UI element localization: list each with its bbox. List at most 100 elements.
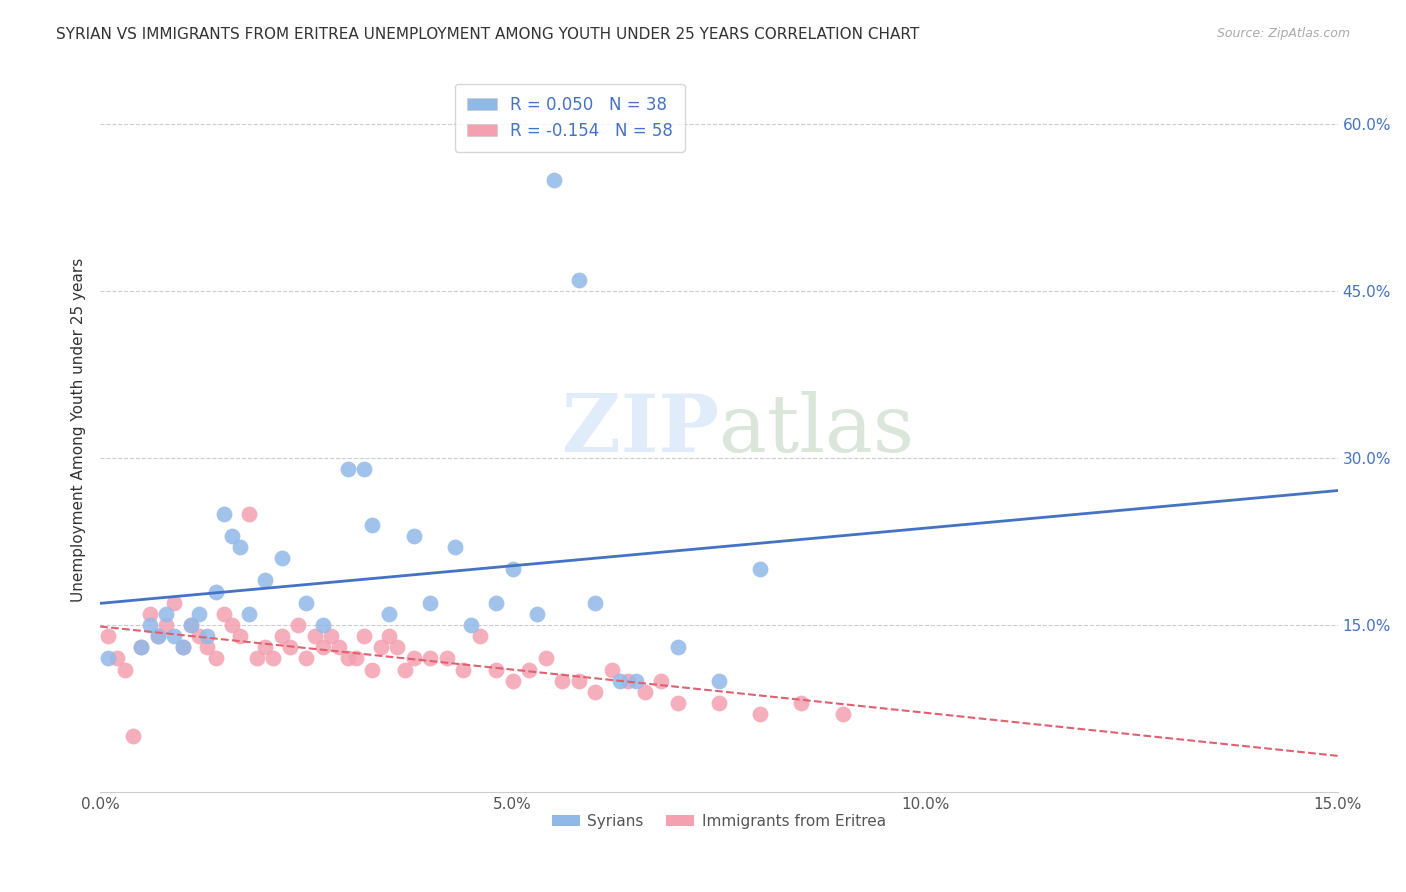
Point (262, 651, 284, 665)
Point (295, 651, 318, 665)
Point (212, 507, 235, 521)
Point (212, 607, 235, 621)
Point (122, 729, 145, 743)
Point (254, 574, 277, 588)
Point (526, 607, 548, 621)
Point (336, 462, 359, 476)
Point (138, 607, 160, 621)
Point (204, 651, 226, 665)
Point (436, 651, 458, 665)
Point (204, 584, 226, 599)
Point (138, 618, 160, 632)
Point (172, 640, 194, 655)
Point (146, 629, 169, 643)
Point (155, 607, 177, 621)
Point (353, 462, 375, 476)
Y-axis label: Unemployment Among Youth under 25 years: Unemployment Among Youth under 25 years (72, 258, 86, 602)
Point (295, 596, 318, 610)
Point (419, 651, 441, 665)
Point (304, 629, 326, 643)
Point (583, 685, 606, 699)
Point (460, 618, 482, 632)
Point (370, 640, 392, 655)
Point (502, 562, 524, 576)
Point (468, 629, 491, 643)
Point (543, 173, 565, 187)
Point (485, 596, 508, 610)
Point (287, 618, 309, 632)
Text: ZIP: ZIP (562, 392, 718, 469)
Point (180, 618, 202, 632)
Point (163, 596, 186, 610)
Point (444, 540, 467, 554)
Point (221, 529, 243, 543)
Point (790, 696, 813, 710)
Text: SYRIAN VS IMMIGRANTS FROM ERITREA UNEMPLOYMENT AMONG YOUTH UNDER 25 YEARS CORREL: SYRIAN VS IMMIGRANTS FROM ERITREA UNEMPL… (56, 27, 920, 42)
Point (270, 551, 292, 566)
Point (278, 640, 301, 655)
Point (402, 651, 425, 665)
Point (666, 696, 689, 710)
Point (353, 629, 375, 643)
Point (131, 640, 153, 655)
Point (385, 640, 408, 655)
Point (163, 629, 186, 643)
Point (97, 651, 120, 665)
Point (344, 651, 367, 665)
Point (633, 685, 655, 699)
Point (831, 707, 853, 722)
Point (229, 540, 252, 554)
Point (361, 663, 384, 677)
Point (195, 629, 218, 643)
Text: atlas: atlas (718, 392, 914, 469)
Point (172, 640, 194, 655)
Point (568, 273, 591, 287)
Point (312, 618, 335, 632)
Point (609, 673, 631, 688)
Point (97, 629, 120, 643)
Point (583, 596, 606, 610)
Point (270, 629, 292, 643)
Point (617, 673, 640, 688)
Point (321, 629, 343, 643)
Point (188, 607, 211, 621)
Point (131, 640, 153, 655)
Point (749, 562, 772, 576)
Point (221, 618, 243, 632)
Point (238, 607, 260, 621)
Point (180, 618, 202, 632)
Point (328, 640, 350, 655)
Point (312, 640, 335, 655)
Point (551, 673, 574, 688)
Text: Source: ZipAtlas.com: Source: ZipAtlas.com (1216, 27, 1350, 40)
Point (707, 696, 730, 710)
Point (378, 607, 401, 621)
Point (485, 663, 508, 677)
Point (114, 663, 136, 677)
Point (451, 663, 474, 677)
Point (749, 707, 772, 722)
Point (600, 663, 623, 677)
Point (146, 629, 169, 643)
Point (336, 651, 359, 665)
Point (402, 529, 425, 543)
Point (502, 673, 524, 688)
Point (254, 640, 277, 655)
Point (378, 629, 401, 643)
Point (666, 640, 689, 655)
Legend: Syrians, Immigrants from Eritrea: Syrians, Immigrants from Eritrea (546, 808, 891, 835)
Point (105, 651, 128, 665)
Point (229, 629, 252, 643)
Point (238, 507, 260, 521)
Point (155, 618, 177, 632)
Point (534, 651, 557, 665)
Point (195, 640, 218, 655)
Point (246, 651, 269, 665)
Point (188, 629, 211, 643)
Point (568, 673, 591, 688)
Point (626, 673, 648, 688)
Point (517, 663, 540, 677)
Point (361, 517, 384, 532)
Point (394, 663, 416, 677)
Point (419, 596, 441, 610)
